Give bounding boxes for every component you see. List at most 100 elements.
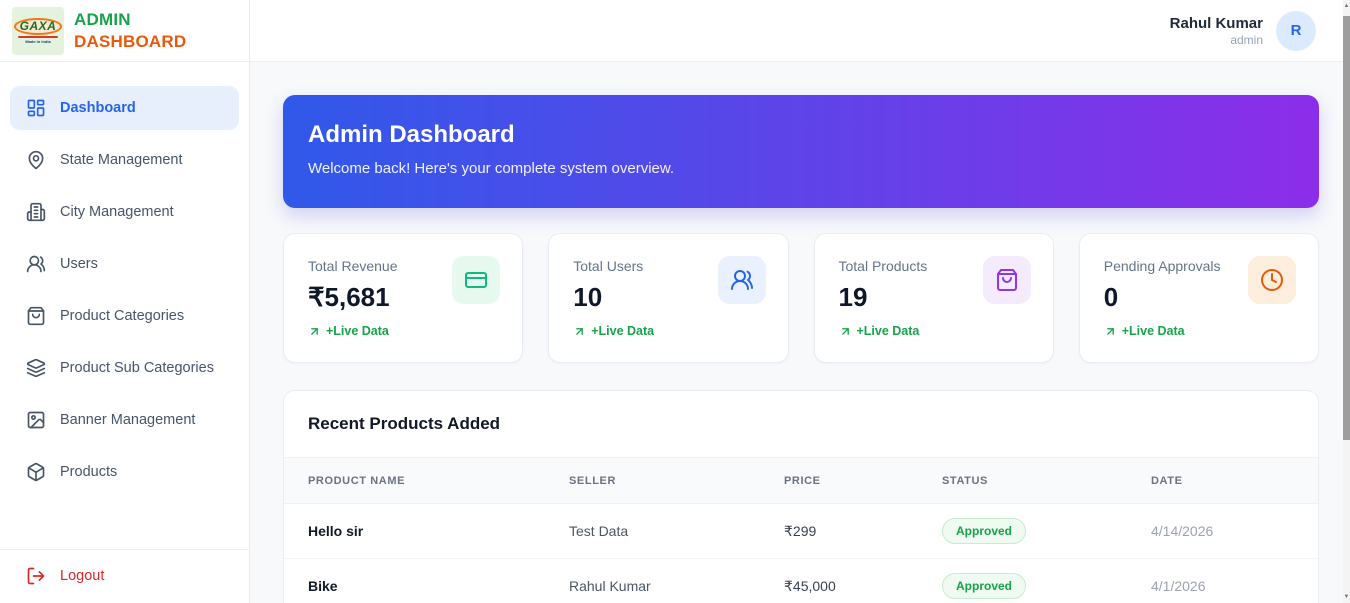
sidebar-item-label: Banner Management xyxy=(60,412,196,428)
avatar[interactable]: R xyxy=(1276,10,1316,51)
sidebar-nav: Dashboard State Management City Manageme… xyxy=(0,62,249,549)
table-row[interactable]: Hello sir Test Data ₹299 Approved 4/14/2… xyxy=(284,504,1318,559)
gaxa-logo: GAXA Made in India xyxy=(12,6,64,55)
dashboard-grid-icon xyxy=(27,99,45,117)
scrollbar[interactable]: ▲ ▼ xyxy=(1343,0,1350,603)
sidebar-item-label: City Management xyxy=(60,204,174,220)
stat-icon-tile xyxy=(982,256,1031,304)
stat-label: Total Products xyxy=(838,258,928,274)
column-header-date: Date xyxy=(1151,474,1183,487)
cell-price: ₹299 xyxy=(784,522,817,539)
sidebar-footer: Logout xyxy=(0,549,249,603)
gaxa-logo-caption: Made in India xyxy=(25,38,51,44)
building-icon xyxy=(26,202,46,222)
sidebar-item-products[interactable]: Products xyxy=(10,450,239,494)
sidebar-item-banner-management[interactable]: Banner Management xyxy=(10,398,239,442)
gaxa-logo-tagline xyxy=(18,35,58,38)
clock-icon xyxy=(1261,269,1283,291)
shopping-bag-icon xyxy=(27,306,45,326)
package-icon xyxy=(27,462,45,482)
users-icon xyxy=(730,270,753,290)
stat-icon-tile xyxy=(452,256,501,304)
sidebar-item-label: Product Categories xyxy=(60,308,185,324)
sidebar: GAXA Made in India ADMIN DASHBOARD Dashb… xyxy=(0,0,250,603)
stat-card-total-products: Total Products 19 +Live Data xyxy=(813,233,1054,363)
column-header-price: Price xyxy=(784,474,821,487)
live-data-label: +Live Data xyxy=(856,324,920,338)
users-icon xyxy=(26,255,46,273)
sidebar-item-state-management[interactable]: State Management xyxy=(10,138,239,182)
sidebar-item-label: Dashboard xyxy=(60,100,136,116)
live-data-label: +Live Data xyxy=(1121,324,1185,338)
stat-card-pending-approvals: Pending Approvals 0 +Live Data xyxy=(1078,233,1319,363)
status-badge: Approved xyxy=(942,573,1027,599)
column-header-seller: Seller xyxy=(569,474,616,487)
sidebar-item-product-sub-categories[interactable]: Product Sub Categories xyxy=(10,346,239,390)
stat-card-total-revenue: Total Revenue ₹5,681 +Live Data xyxy=(283,233,524,363)
arrow-up-right-icon xyxy=(1106,327,1114,335)
sidebar-item-label: Product Sub Categories xyxy=(60,360,214,376)
cell-price: ₹45,000 xyxy=(784,577,836,594)
user-info: Rahul Kumar admin xyxy=(1170,15,1263,47)
brand-title-line1: ADMIN xyxy=(74,9,131,29)
table-header-row: Product Name Seller Price Status Date xyxy=(284,457,1318,504)
scroll-up-icon[interactable]: ▲ xyxy=(1343,3,1350,9)
layers-icon xyxy=(26,358,46,378)
brand-header: GAXA Made in India ADMIN DASHBOARD xyxy=(0,0,249,62)
table-title: Recent Products Added xyxy=(308,414,501,433)
cell-product-name: Hello sir xyxy=(308,523,364,539)
main-area: Rahul Kumar admin R Admin Dashboard Welc… xyxy=(250,0,1350,603)
content: Admin Dashboard Welcome back! Here's you… xyxy=(250,62,1350,603)
stat-value: 19 xyxy=(838,282,868,312)
arrow-up-right-icon xyxy=(311,327,318,335)
sidebar-item-label: Products xyxy=(60,464,118,480)
stat-value: 10 xyxy=(573,282,603,312)
live-data-link[interactable]: +Live Data xyxy=(573,324,763,338)
live-data-label: +Live Data xyxy=(326,324,389,338)
cell-status: Approved xyxy=(942,518,1151,544)
brand-title-line2: DASHBOARD xyxy=(74,31,187,51)
cell-seller: Test Data xyxy=(569,523,629,539)
cell-seller: Rahul Kumar xyxy=(569,578,651,594)
banner-subtitle: Welcome back! Here's your complete syste… xyxy=(308,160,675,177)
user-name: Rahul Kumar xyxy=(1169,14,1263,32)
arrow-up-right-icon xyxy=(841,327,849,335)
user-role: admin xyxy=(1230,32,1263,47)
stat-label: Total Users xyxy=(573,258,644,274)
stat-icon-tile xyxy=(717,256,766,304)
stat-card-total-users: Total Users 10 +Live Data xyxy=(548,233,789,363)
shopping-bag-icon xyxy=(996,269,1017,291)
topbar: Rahul Kumar admin R xyxy=(250,0,1350,62)
cell-product-name: Bike xyxy=(308,578,338,594)
arrow-up-right-icon xyxy=(576,327,584,335)
credit-card-icon xyxy=(465,272,488,288)
cell-date: 4/14/2026 xyxy=(1151,523,1214,539)
logout-icon xyxy=(27,567,45,585)
stat-value: ₹5,681 xyxy=(308,282,390,312)
image-icon xyxy=(27,411,45,429)
stat-label: Total Revenue xyxy=(308,258,398,274)
welcome-banner: Admin Dashboard Welcome back! Here's you… xyxy=(283,95,1319,208)
status-badge: Approved xyxy=(942,518,1027,544)
recent-products-card: Recent Products Added Product Name Selle… xyxy=(283,390,1319,603)
sidebar-item-dashboard[interactable]: Dashboard xyxy=(10,86,239,130)
column-header-status: Status xyxy=(942,474,988,487)
scroll-down-icon[interactable]: ▼ xyxy=(1343,594,1350,600)
logout-button[interactable]: Logout xyxy=(10,554,239,598)
table-row[interactable]: Bike Rahul Kumar ₹45,000 Approved 4/1/20… xyxy=(284,559,1318,603)
map-pin-icon xyxy=(28,150,44,170)
sidebar-item-users[interactable]: Users xyxy=(10,242,239,286)
sidebar-item-city-management[interactable]: City Management xyxy=(10,190,239,234)
live-data-link[interactable]: +Live Data xyxy=(1104,324,1294,338)
sidebar-item-product-categories[interactable]: Product Categories xyxy=(10,294,239,338)
stat-value: 0 xyxy=(1103,282,1119,312)
live-data-label: +Live Data xyxy=(591,324,655,338)
cell-status: Approved xyxy=(942,573,1151,599)
cell-date: 4/1/2026 xyxy=(1151,578,1206,594)
sidebar-item-label: Users xyxy=(60,256,98,272)
live-data-link[interactable]: +Live Data xyxy=(839,324,1029,338)
stat-icon-tile xyxy=(1248,256,1296,304)
scrollbar-thumb[interactable] xyxy=(1343,16,1350,440)
live-data-link[interactable]: +Live Data xyxy=(308,324,498,338)
